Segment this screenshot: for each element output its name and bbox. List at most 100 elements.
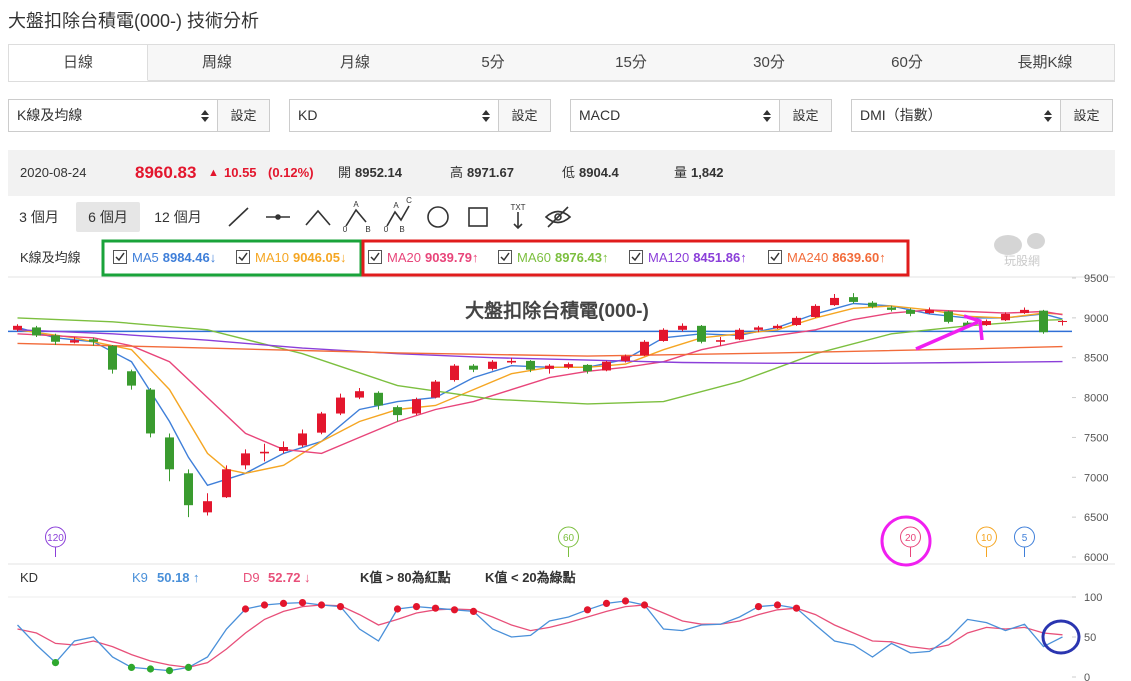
candle-body — [431, 381, 440, 398]
candle-body — [640, 341, 649, 356]
legend-name: MA5 — [132, 250, 159, 265]
tool-letter: TXT — [510, 203, 525, 212]
candle-body — [982, 321, 991, 326]
settings-button[interactable]: 設定 — [218, 99, 270, 132]
checkbox[interactable] — [368, 250, 382, 264]
y-tick-label: 6500 — [1084, 512, 1108, 524]
quote-field-value: 1,842 — [691, 165, 724, 180]
legend-item: MA120 8451.86↑ — [629, 247, 747, 269]
y-tick-label: 6000 — [1084, 552, 1108, 564]
period-tab[interactable]: 日線 — [9, 45, 148, 81]
legend-trend: ↓ — [339, 250, 347, 265]
candle-body — [697, 325, 706, 342]
range-button[interactable]: 3 個月 — [19, 209, 59, 225]
legend-trend: ↑ — [740, 250, 747, 265]
y-tick-label: 100 — [1084, 592, 1102, 604]
marker-head — [900, 526, 921, 548]
marker-label: 20 — [905, 533, 917, 544]
quote-field-value: 8971.67 — [467, 165, 514, 180]
kd-series-value: 50.18 — [157, 570, 190, 585]
candle-body — [868, 302, 877, 307]
kd-dot — [184, 663, 193, 672]
tool-abcd[interactable] — [386, 205, 410, 227]
kd-dot — [127, 663, 136, 672]
indicator-select[interactable]: KD — [289, 99, 499, 132]
candle-body — [127, 371, 136, 386]
checkbox[interactable] — [498, 250, 512, 264]
indicator-select[interactable]: MACD — [570, 99, 780, 132]
quote-price: 8960.83 — [135, 163, 197, 182]
highlight-box — [101, 239, 363, 277]
tool-rect[interactable] — [468, 207, 488, 227]
settings-button[interactable]: 設定 — [780, 99, 832, 132]
candle-body — [184, 473, 193, 506]
kd-dot — [773, 601, 782, 609]
tool-horizontal[interactable] — [266, 214, 290, 220]
highlight-arrow — [915, 320, 979, 351]
select-arrow — [1044, 110, 1052, 122]
page-title: 大盤扣除台積電(000-) 技術分析 — [8, 11, 260, 31]
settings-button[interactable]: 設定 — [499, 99, 551, 132]
candle-body — [260, 451, 269, 454]
tool-abc[interactable] — [345, 208, 367, 227]
marker-head — [1014, 526, 1035, 548]
candle-body — [887, 307, 896, 310]
kd-dot — [754, 603, 763, 611]
range-button[interactable]: 6 個月 — [76, 202, 140, 232]
marker-head — [558, 526, 579, 548]
candle-body — [792, 317, 801, 326]
select-group: DMI（指數） 設定 — [851, 99, 1113, 132]
checkbox[interactable] — [236, 250, 250, 264]
candle-body — [13, 325, 22, 330]
marker-label: 5 — [1022, 533, 1028, 544]
indicator-select[interactable]: DMI（指數） — [851, 99, 1061, 132]
tool-letter: 0 — [384, 225, 389, 234]
tool-line[interactable] — [228, 207, 249, 227]
kd-note: K值 > 80為紅點 — [360, 570, 451, 585]
tool-letter: 0 — [343, 225, 348, 234]
range-button[interactable]: 12 個月 — [154, 209, 202, 225]
tool-circle[interactable] — [427, 206, 449, 228]
period-tab[interactable]: 5分 — [424, 45, 562, 81]
indicator-select[interactable]: K線及均線 — [8, 99, 218, 132]
candle-body — [564, 364, 573, 368]
kd-chart: 0 50 100 — [17, 592, 1102, 681]
drawing-tools[interactable] — [228, 205, 572, 230]
kd-dot — [583, 606, 592, 614]
kd-line — [17, 604, 1063, 669]
period-tab[interactable]: 月線 — [286, 45, 424, 81]
tool-angle[interactable] — [305, 209, 331, 226]
period-tab[interactable]: 15分 — [562, 45, 700, 81]
watermark: 玩股網 — [994, 233, 1045, 268]
kd-dot — [279, 599, 288, 608]
checkbox[interactable] — [629, 250, 643, 264]
select-arrow — [482, 110, 490, 122]
tool-hide[interactable] — [544, 206, 572, 228]
candle-body — [621, 356, 630, 361]
checkbox[interactable] — [768, 250, 782, 264]
candle-body — [51, 335, 60, 342]
select-arrow — [763, 110, 771, 122]
checkbox[interactable] — [113, 250, 127, 264]
period-tab[interactable]: 周線 — [148, 45, 286, 81]
legend-trend: ↑ — [471, 250, 479, 265]
settings-button[interactable]: 設定 — [1061, 99, 1113, 132]
legend-item: MA20 9039.79↑ — [368, 247, 478, 269]
period-tab[interactable]: 60分 — [838, 45, 976, 81]
legend-item: MA60 8976.43↑ — [498, 247, 608, 269]
tool-letter: B — [399, 225, 404, 234]
legend-name: MA60 — [517, 250, 551, 265]
candle-body — [906, 309, 915, 314]
candle-body — [488, 361, 497, 369]
y-tick-label: 8500 — [1084, 353, 1108, 365]
tool-text[interactable] — [513, 212, 523, 230]
candle-body — [811, 305, 820, 318]
highlight-circle — [1041, 619, 1081, 655]
period-tab[interactable]: 長期K線 — [976, 45, 1114, 81]
period-tab[interactable]: 30分 — [700, 45, 838, 81]
candle-body — [754, 327, 763, 330]
kd-dot — [602, 599, 611, 608]
candle-body — [925, 309, 934, 314]
